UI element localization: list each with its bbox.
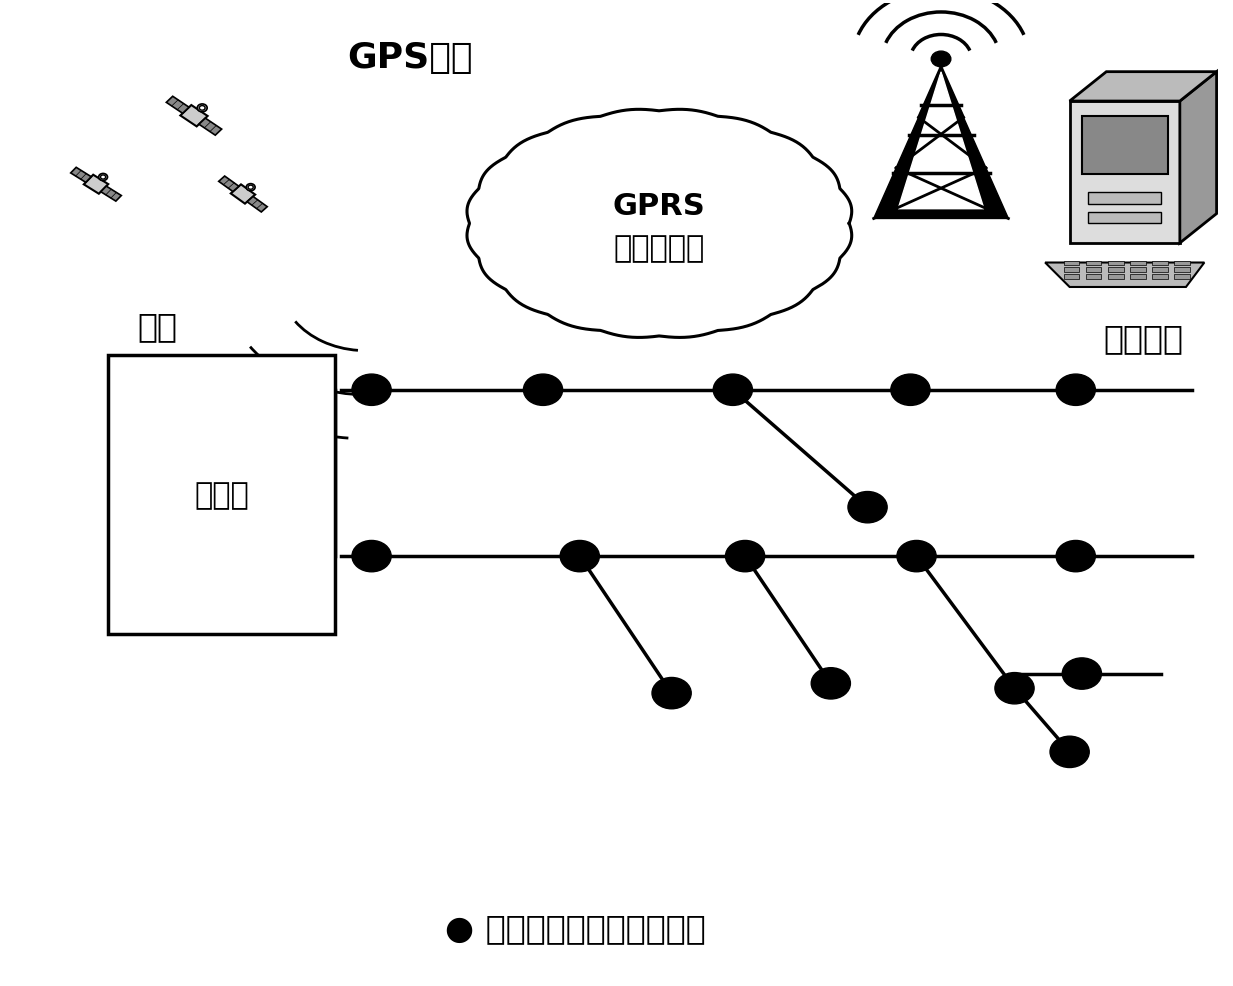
Polygon shape [898, 73, 984, 209]
Polygon shape [1180, 73, 1217, 244]
Polygon shape [247, 197, 268, 213]
Text: 授时: 授时 [137, 311, 178, 343]
Bar [1085, 268, 1101, 273]
Bar [109, 356, 335, 635]
Polygon shape [166, 98, 189, 114]
Polygon shape [101, 187, 121, 202]
Circle shape [351, 375, 391, 406]
Text: GPRS: GPRS [613, 192, 705, 221]
Text: ● 装有故障定位装置的节点: ● 装有故障定位装置的节点 [445, 912, 705, 945]
Bar [1152, 275, 1168, 280]
Polygon shape [467, 110, 852, 338]
Circle shape [101, 176, 106, 179]
Bar [1152, 261, 1168, 266]
Text: 移动通信网: 移动通信网 [614, 234, 705, 263]
Circle shape [1051, 737, 1089, 768]
Circle shape [1063, 659, 1101, 689]
Polygon shape [84, 176, 109, 194]
Bar [1085, 275, 1101, 280]
Circle shape [848, 492, 888, 524]
Polygon shape [218, 176, 239, 192]
Circle shape [1057, 375, 1095, 406]
Polygon shape [1046, 263, 1205, 288]
Bar [1129, 275, 1145, 280]
Circle shape [995, 672, 1034, 704]
Circle shape [931, 52, 951, 68]
Bar [1081, 116, 1168, 176]
Circle shape [200, 106, 205, 111]
Circle shape [99, 175, 107, 181]
Polygon shape [199, 119, 222, 136]
Bar [1174, 268, 1190, 273]
Circle shape [652, 677, 692, 709]
Text: 监控主站: 监控主站 [1104, 321, 1184, 355]
Text: 变电站: 变电站 [194, 481, 249, 510]
Bar [1152, 268, 1168, 273]
Circle shape [351, 541, 391, 572]
Circle shape [713, 375, 752, 406]
Bar [1129, 261, 1145, 266]
Circle shape [248, 186, 253, 190]
Circle shape [560, 541, 599, 572]
Bar [1129, 268, 1145, 273]
Text: GPS卫星: GPS卫星 [346, 41, 472, 75]
Circle shape [1057, 541, 1095, 572]
Circle shape [896, 541, 936, 572]
Polygon shape [180, 106, 207, 127]
Bar [1085, 261, 1101, 266]
Polygon shape [874, 68, 1009, 219]
Bar [1107, 268, 1123, 273]
Polygon shape [1069, 73, 1217, 102]
Bar [1174, 275, 1190, 280]
Bar [1064, 268, 1079, 273]
Bar [1088, 193, 1161, 204]
Bar [1088, 212, 1161, 224]
Circle shape [197, 105, 207, 112]
Circle shape [811, 668, 851, 699]
Circle shape [524, 375, 562, 406]
Bar [1069, 102, 1180, 244]
Polygon shape [231, 185, 255, 204]
Bar [1174, 261, 1190, 266]
Bar [1064, 275, 1079, 280]
Bar [1064, 261, 1079, 266]
Bar [1107, 261, 1123, 266]
Circle shape [247, 184, 255, 191]
Polygon shape [70, 169, 91, 183]
Circle shape [890, 375, 930, 406]
Circle shape [725, 541, 764, 572]
Bar [1107, 275, 1123, 280]
